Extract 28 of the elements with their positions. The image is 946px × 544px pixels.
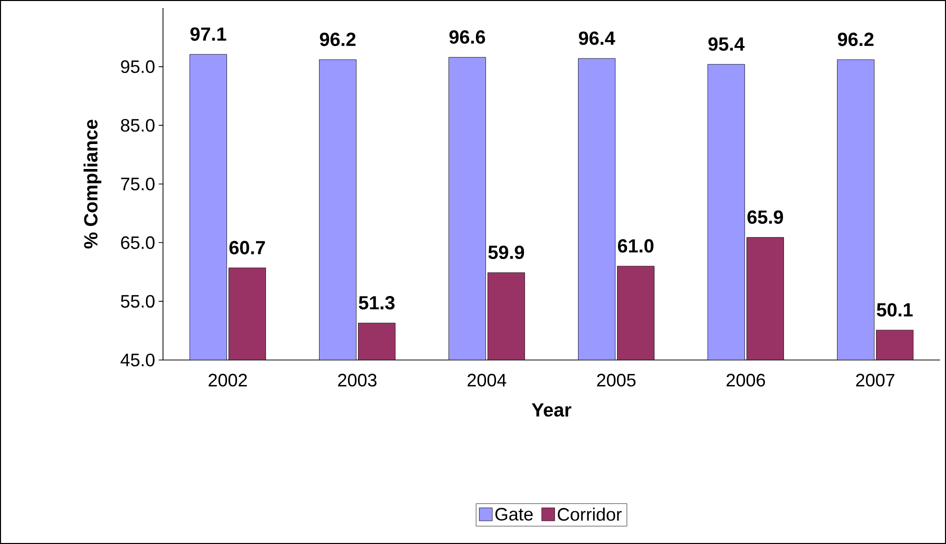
y-tick-label: 75.0 [121, 178, 155, 190]
x-tick-label: 2002 [208, 374, 247, 387]
y-tick-label: 55.0 [120, 294, 155, 308]
data-label: 61.0 [618, 239, 654, 253]
x-tick-label: 2003 [338, 374, 376, 387]
y-tick-label: 45.0 [120, 354, 155, 366]
y-axis-title: % Compliance [84, 120, 102, 248]
legend-label: Corridor [558, 508, 622, 521]
data-label: 60.7 [229, 240, 265, 254]
x-tick-label: 2005 [597, 374, 636, 387]
data-label: 96.2 [320, 32, 356, 46]
x-tick-label: 2006 [726, 374, 765, 387]
data-label: 65.9 [747, 210, 784, 224]
y-tick-label: 65.0 [121, 236, 155, 250]
data-label: 51.3 [358, 296, 395, 310]
data-label: 96.6 [449, 30, 486, 44]
data-label: 96.4 [578, 31, 616, 45]
y-tick-label: 95.0 [121, 60, 155, 74]
data-label: 97.1 [190, 27, 226, 41]
data-label: 50.1 [876, 303, 913, 317]
data-label: 95.4 [708, 37, 745, 51]
data-label: 96.2 [838, 32, 874, 46]
x-tick-label: 2004 [468, 374, 506, 387]
x-tick-label: 2007 [856, 374, 894, 387]
data-label: 59.9 [488, 246, 524, 260]
x-axis-title: Year [532, 403, 572, 417]
legend-label: Gate [495, 508, 533, 521]
y-tick-label: 85.0 [120, 118, 155, 132]
